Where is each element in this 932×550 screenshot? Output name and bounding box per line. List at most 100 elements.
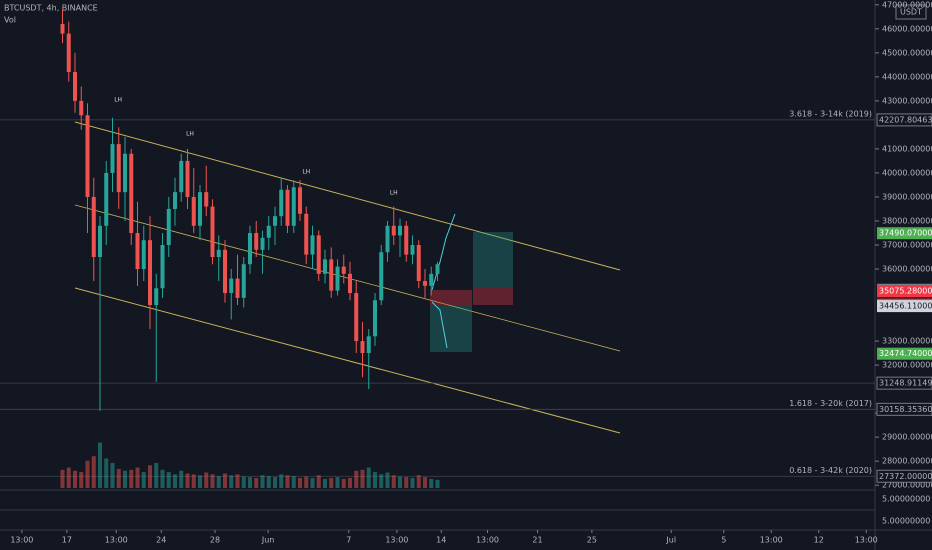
volume-bar	[329, 478, 334, 488]
volume-bar	[310, 478, 315, 488]
channel-lower	[74, 287, 621, 434]
x-tick-label: 5	[721, 536, 726, 545]
x-tick-label: 24	[156, 536, 166, 545]
candle-body	[373, 300, 377, 337]
candle-body	[229, 278, 234, 294]
candle-body	[291, 187, 296, 226]
x-tick-label: 14	[436, 536, 446, 545]
candle-body	[348, 273, 352, 294]
volume-bar	[191, 474, 196, 488]
volume-bar	[285, 475, 290, 488]
volume-bar	[410, 478, 415, 488]
y-tick-label: 45000.00000000	[882, 48, 932, 57]
volume-bar	[66, 467, 71, 488]
volume-bar	[348, 478, 352, 488]
level-note: 0.618 - 3-42k (2020)	[789, 466, 872, 475]
volume-bar	[435, 479, 440, 488]
volume-bar	[116, 468, 121, 488]
candle-body	[316, 235, 321, 274]
volume-bar	[366, 467, 371, 488]
pane-scale-label: 5.00000000	[882, 495, 930, 504]
candle-body	[135, 232, 140, 270]
candle-body	[366, 336, 371, 354]
volume-bar	[229, 475, 234, 488]
currency-box	[895, 4, 927, 20]
volume-bar	[416, 475, 421, 488]
volume-bar	[360, 469, 365, 488]
channel-upper	[74, 121, 621, 271]
x-tick-label: 21	[532, 536, 542, 545]
candle-body	[104, 172, 109, 226]
y-tick-label: 33000.00000000	[882, 337, 932, 346]
volume-bar	[304, 476, 309, 488]
volume-bar	[141, 472, 146, 488]
currency: USDT	[900, 8, 922, 17]
volume-bar	[179, 470, 184, 488]
y-tick-label: 39000.00000000	[882, 192, 932, 201]
y-tick-label: 47000.00000000	[882, 0, 932, 9]
candle-body	[429, 273, 434, 286]
candle-body	[435, 264, 440, 274]
volume-bar	[135, 467, 140, 488]
volume-bar	[429, 478, 434, 488]
volume-bar	[160, 469, 165, 488]
level-tag	[876, 113, 932, 127]
y-tick-label: 41000.00000000	[882, 144, 932, 153]
channel-middle	[74, 204, 621, 352]
price-tag-label: 34456.11000000	[879, 302, 932, 311]
x-tick-label: 7	[346, 536, 351, 545]
candle-body	[416, 245, 421, 282]
y-tick-label: 27000.00000000	[882, 481, 932, 490]
annotation: LH	[390, 189, 398, 196]
candle-body	[198, 192, 202, 226]
candle-body	[129, 153, 134, 233]
candle-body	[60, 24, 65, 34]
candle-body	[391, 225, 396, 236]
volume-bar	[73, 470, 77, 488]
volume-bar	[216, 476, 221, 488]
annotation: LH	[114, 96, 122, 103]
candle-body	[360, 341, 365, 354]
volume-bar	[316, 475, 321, 488]
candle-body	[241, 264, 246, 298]
y-tick-label: 29000.00000000	[882, 433, 932, 442]
candle-body	[148, 240, 152, 306]
candle-body	[179, 160, 184, 193]
candle-body	[110, 144, 115, 173]
volume-bar	[198, 475, 202, 488]
pane-scale-label: 5.00000000	[882, 517, 930, 526]
candle-body	[410, 245, 415, 255]
price-tag	[877, 300, 932, 313]
path-arrow	[431, 213, 456, 291]
volume-bar	[291, 476, 296, 488]
candle-body	[335, 266, 340, 291]
volume-bar	[185, 473, 190, 488]
x-tick-label: 13:00	[476, 536, 499, 545]
volume-bar	[91, 456, 96, 488]
volume-bar	[104, 458, 109, 488]
volume-bar	[204, 472, 209, 488]
volume-bar	[123, 470, 127, 488]
x-tick-label: Jun	[261, 536, 275, 545]
volume-bar	[129, 469, 134, 488]
short-risk	[430, 290, 472, 305]
candle-body	[341, 266, 346, 274]
candle-body	[235, 278, 240, 298]
volume-bar	[391, 475, 396, 488]
x-tick-label: 25	[587, 536, 597, 545]
x-tick-label: 13:00	[855, 536, 878, 545]
volume-bar	[398, 476, 402, 488]
x-tick-label: 12	[814, 536, 824, 545]
candle-body	[85, 115, 90, 197]
volume-bar	[248, 477, 252, 488]
volume-bar	[154, 463, 159, 488]
volume-bar	[354, 470, 359, 488]
candle-body	[173, 192, 177, 209]
x-tick-label: 13:00	[385, 536, 408, 545]
level-tag	[876, 376, 932, 390]
candle-body	[166, 208, 171, 245]
price-tag	[877, 285, 932, 298]
candle-body	[185, 160, 190, 197]
level-tag-label: 30158.35360880	[879, 405, 932, 414]
